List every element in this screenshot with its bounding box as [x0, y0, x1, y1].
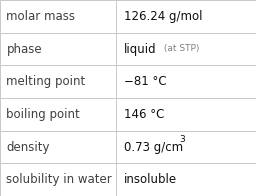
Text: molar mass: molar mass: [6, 10, 76, 23]
Text: boiling point: boiling point: [6, 108, 80, 121]
Text: (at STP): (at STP): [161, 44, 200, 54]
Text: solubility in water: solubility in water: [6, 173, 112, 186]
Text: 0.73 g/cm: 0.73 g/cm: [124, 141, 183, 153]
Text: melting point: melting point: [6, 75, 86, 88]
Text: −81 °C: −81 °C: [124, 75, 167, 88]
Text: 3: 3: [179, 135, 185, 144]
Text: density: density: [6, 141, 50, 153]
Text: insoluble: insoluble: [124, 173, 177, 186]
Text: phase: phase: [6, 43, 42, 55]
Text: 126.24 g/mol: 126.24 g/mol: [124, 10, 203, 23]
Text: liquid: liquid: [124, 43, 157, 55]
Text: 146 °C: 146 °C: [124, 108, 165, 121]
